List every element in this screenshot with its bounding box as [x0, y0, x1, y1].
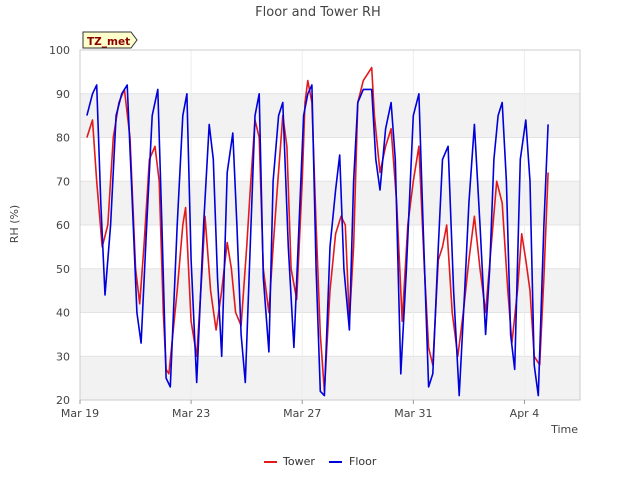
- band-20-30: [80, 356, 580, 400]
- y-tick-label-20: 20: [56, 394, 70, 407]
- y-axis-ticks: 20 30 40 50 60 70 80 90 100: [49, 44, 70, 407]
- badge-shape: [82, 31, 138, 49]
- x-tick-label: Apr 4: [510, 407, 540, 420]
- y-axis-label: RH (%): [8, 205, 21, 243]
- legend: Tower Floor: [264, 455, 377, 468]
- x-axis-ticks: Mar 19 Mar 23 Mar 27 Mar 31 Apr 4: [61, 400, 539, 420]
- series-lines: [86, 66, 549, 397]
- y-tick-label-100: 100: [49, 44, 70, 57]
- y-tick-label-40: 40: [56, 307, 70, 320]
- y-tick-label-30: 30: [56, 350, 70, 363]
- plot-frame: [79, 49, 581, 401]
- legend-floor-label: Floor: [349, 455, 377, 468]
- site-badge: TZ_met: [82, 31, 138, 49]
- x-tick-label: Mar 27: [283, 407, 321, 420]
- y-tick-label-60: 60: [56, 219, 70, 232]
- y-tick-label-90: 90: [56, 88, 70, 101]
- chart-title: Floor and Tower RH: [255, 5, 381, 20]
- badge-text: TZ_met: [87, 36, 130, 48]
- series-line-floor: [86, 84, 549, 397]
- x-tick-label: Mar 23: [172, 407, 210, 420]
- x-tick-label: Mar 31: [394, 407, 432, 420]
- band-60-70: [80, 181, 580, 225]
- legend-tower-label: Tower: [282, 455, 315, 468]
- y-tick-label-80: 80: [56, 132, 70, 145]
- x-tick-label: Mar 19: [61, 407, 99, 420]
- y-tick-label-50: 50: [56, 263, 70, 276]
- x-axis-label: Time: [550, 423, 578, 436]
- y-tick-label-70: 70: [56, 175, 70, 188]
